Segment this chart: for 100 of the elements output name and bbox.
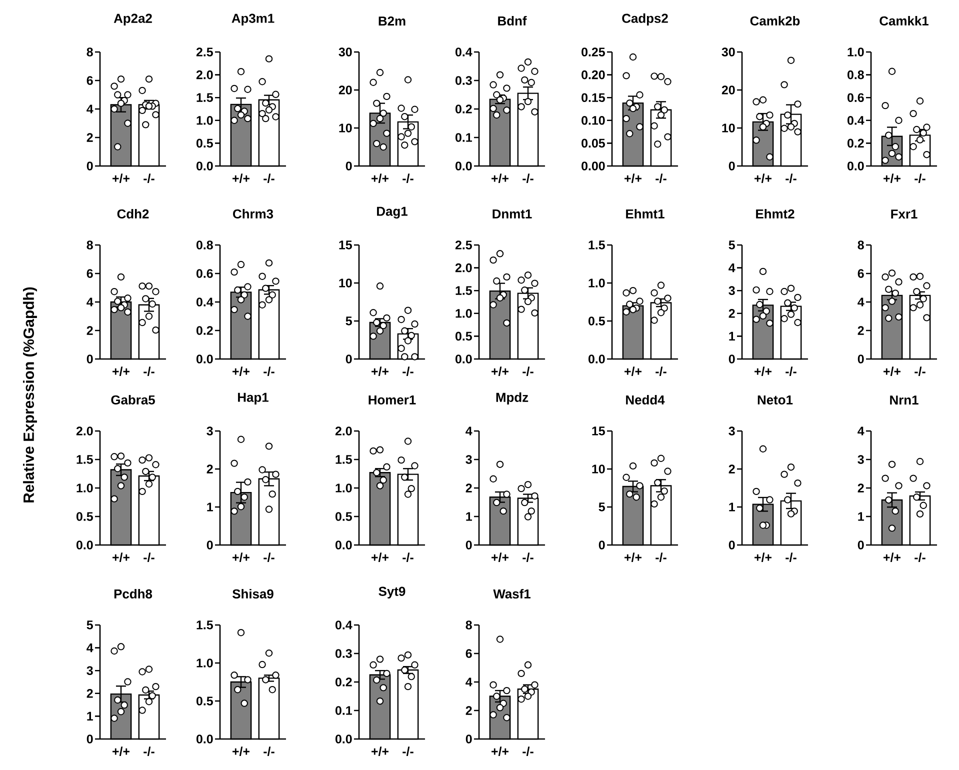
y-tick-label: 3 [728,286,735,296]
y-tick-label: 6 [466,649,472,658]
y-tick-label: 1.0 [456,308,472,318]
x-tick-label: +/+ [492,552,509,562]
x-tick-label: -/- [522,174,534,183]
chart-title: Ehmt1 [626,208,664,218]
y-tick-label: 2.5 [196,48,213,56]
y-tick-label: 0.4 [848,116,864,125]
y-tick-label: 2 [86,689,93,698]
chart-title: Ehmt2 [756,208,794,218]
chart-title: Shisa9 [232,588,274,598]
y-tick-label: 0.0 [196,162,213,170]
x-tick-label: -/- [656,366,666,376]
x-tick-label: -/- [786,552,796,562]
x-tick-label: -/- [402,366,414,376]
y-tick-label: 1 [466,512,472,521]
x-tick-label: +/+ [624,552,642,562]
x-tick-label: +/+ [232,552,250,562]
x-tick-label: +/+ [624,366,642,376]
y-tick-label: 0 [728,354,735,364]
y-tick-label: 0.10 [582,116,605,125]
y-tick-label: 0 [86,162,93,170]
y-tick-label: 2 [86,326,93,335]
y-tick-label: 4 [466,678,472,686]
y-tick-label: 1.5 [196,93,213,102]
x-tick-label: -/- [402,746,414,756]
y-tick-label: 0.1 [336,706,352,715]
x-tick-label: -/- [522,552,534,562]
y-tick-label: 1 [729,502,735,512]
x-tick-label: +/+ [372,174,388,183]
y-tick-label: 0.0 [336,734,352,744]
y-tick-label: 1.0 [196,658,213,668]
y-tick-label: 1.0 [848,48,864,56]
y-tick-label: 4 [466,426,472,436]
x-tick-label: -/- [914,366,926,376]
y-tick-label: 0.5 [196,138,213,148]
y-tick-label: 10 [339,278,352,288]
x-tick-label: -/- [914,174,926,183]
chart-title: Gabra5 [111,394,155,404]
chart-title: Neto1 [758,395,793,404]
x-tick-label: -/- [656,552,666,562]
y-tick-label: 0.0 [76,540,93,550]
y-tick-label: 15 [592,426,605,436]
y-tick-label: 3 [858,455,864,464]
y-tick-label: 0 [86,354,93,364]
y-axis-title: Relative Expression (%Gapdh) [23,287,37,502]
x-tick-label: +/+ [232,174,250,183]
y-tick-label: 3 [466,455,472,464]
y-tick-label: 0.3 [336,649,352,658]
y-tick-label: 0.5 [76,512,93,521]
y-tick-label: 4 [858,298,864,306]
chart-title: Dag1 [377,206,408,218]
y-tick-label: 8 [86,240,93,250]
y-tick-label: 2 [466,706,472,715]
y-tick-label: 2.0 [335,426,352,436]
x-tick-label: +/+ [372,552,388,562]
y-tick-label: 5 [346,316,352,326]
chart-title: Chrm3 [233,208,274,218]
y-tick-label: 1 [858,512,864,521]
x-tick-label: -/- [402,174,414,183]
y-tick-label: 0.2 [848,138,864,148]
y-tick-label: 1 [87,712,93,720]
y-tick-label: 2.0 [455,263,472,272]
y-tick-label: 30 [722,48,735,56]
y-tick-label: 20 [722,86,735,94]
y-tick-label: 2 [858,326,864,335]
x-tick-label: -/- [264,366,274,376]
y-tick-label: 8 [86,48,93,56]
y-tick-label: 4 [86,298,94,306]
chart-title: Wasf1 [493,588,530,599]
x-tick-label: -/- [786,366,796,376]
y-tick-label: 0.25 [582,48,605,56]
x-tick-label: +/+ [112,552,130,562]
chart-title: Nedd4 [626,394,665,404]
y-tick-label: 0 [86,734,93,744]
y-tick-label: 0.4 [456,48,472,56]
chart-title: Homer1 [368,395,416,404]
y-tick-label: 1.0 [588,278,605,288]
y-tick-label: 1.5 [196,620,213,630]
chart-title: Cadps2 [622,13,668,26]
y-tick-label: 0.15 [582,93,605,102]
y-tick-label: 2 [86,133,93,142]
y-tick-label: 0.5 [336,512,352,521]
chart-title: Nrn1 [890,396,918,405]
y-tick-label: 2 [728,464,735,474]
x-tick-label: +/+ [232,366,250,376]
y-tick-label: 0.1 [456,133,472,142]
chart-title: Fxr1 [891,210,918,219]
y-tick-label: 0.8 [848,70,864,80]
y-tick-label: 2.5 [455,240,472,250]
y-tick-label: 0.5 [588,316,605,326]
chart-title: Ap3m1 [232,14,274,26]
x-tick-label: -/- [264,552,274,562]
chart-title: Hap1 [238,392,268,404]
y-tick-label: 2 [206,464,213,474]
y-tick-label: 0.5 [196,696,213,706]
chart-title: Cdh2 [117,208,149,219]
y-tick-label: 1 [729,332,735,340]
x-tick-label: +/+ [884,366,901,376]
y-tick-label: 1.5 [336,455,352,464]
